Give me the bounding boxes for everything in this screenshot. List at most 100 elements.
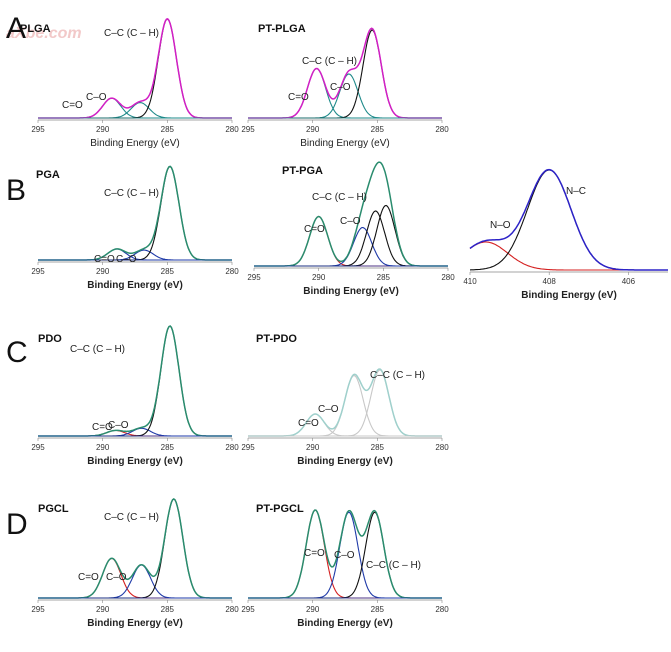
chart-7: 295 290 285 280 Binding Energy (eV) PT-PDO C–C…	[241, 333, 449, 467]
x-axis-label: Binding Energy (eV)	[303, 286, 399, 297]
peak-label: C–C (C – H)	[312, 192, 367, 203]
peak-label: C=O	[78, 572, 99, 583]
x-axis-label: Binding Energy (eV)	[87, 618, 183, 629]
x-tick-label: 290	[96, 443, 110, 452]
watermark: aXbe.com	[6, 25, 82, 42]
x-axis-label: Binding Energy (eV)	[87, 456, 183, 467]
x-tick-label: 295	[31, 125, 45, 134]
peak-label: N–C	[566, 186, 586, 197]
chart-title: PDO	[38, 333, 62, 345]
envelope-curve	[469, 168, 668, 271]
component-curve	[38, 557, 232, 599]
component-curve	[38, 165, 232, 261]
chart-4: 295 290 285 280 Binding Energy (eV) PT-PGA C–C…	[247, 161, 455, 297]
x-tick-label: 290	[306, 443, 320, 452]
envelope-curve	[38, 325, 232, 437]
chart-5: 410 408 406 Binding Energy (eV) N–C N–O	[463, 168, 668, 301]
panel-label-a: A	[6, 12, 26, 45]
peak-label: C=O	[62, 100, 83, 111]
peak-label: C–C (C – H)	[70, 344, 125, 355]
peak-label: C–O	[108, 420, 129, 431]
x-tick-label: 295	[247, 273, 261, 282]
x-tick-label: 295	[31, 267, 45, 276]
peak-label: C–O	[318, 404, 339, 415]
x-tick-label: 290	[96, 267, 110, 276]
component-curve	[248, 73, 442, 119]
x-tick-label: 280	[435, 605, 449, 614]
panel-label-c: C	[6, 336, 28, 369]
x-tick-label: 408	[543, 277, 557, 286]
x-tick-label: 280	[435, 443, 449, 452]
x-tick-label: 280	[441, 273, 455, 282]
chart-title: PGA	[36, 169, 60, 181]
chart-8: 295 290 285 280 Binding Energy (eV) PGCL C–C (…	[31, 497, 239, 629]
peak-label: C–C (C – H)	[370, 370, 425, 381]
panel-label-b: B	[6, 174, 26, 207]
x-tick-label: 295	[241, 605, 255, 614]
x-tick-label: 285	[161, 605, 175, 614]
x-tick-label: 285	[371, 125, 385, 134]
x-tick-label: 280	[225, 267, 239, 276]
x-tick-label: 285	[377, 273, 391, 282]
chart-title: PGCL	[38, 503, 69, 515]
peak-label: C–O	[106, 572, 127, 583]
x-tick-label: 406	[622, 277, 636, 286]
x-tick-label: 290	[96, 125, 110, 134]
x-tick-label: 285	[161, 443, 175, 452]
peak-label: C–C (C – H)	[366, 560, 421, 571]
peak-label: C–O	[116, 254, 137, 265]
chart-title: PLGA	[20, 23, 51, 35]
peak-label: C=O	[298, 418, 319, 429]
chart-6: 295 290 285 280 Binding Energy (eV) PDO C–C (C…	[31, 325, 239, 467]
peak-label: N–O	[490, 220, 511, 231]
envelope-curve	[38, 165, 232, 261]
x-tick-label: 280	[225, 125, 239, 134]
x-tick-label: 285	[161, 125, 175, 134]
x-tick-label: 280	[225, 443, 239, 452]
x-tick-label: 280	[225, 605, 239, 614]
x-tick-label: 410	[463, 277, 477, 286]
x-axis-label: Binding Energy (eV)	[297, 618, 393, 629]
peak-label: C–C (C – H)	[104, 28, 159, 39]
x-tick-label: 290	[312, 273, 326, 282]
chart-9: 295 290 285 280 Binding Energy (eV) PT-PGCL C–…	[241, 503, 449, 629]
peak-label: C–C (C – H)	[104, 512, 159, 523]
chart-2: 295 290 285 280 Binding Energy (eV) PT-PLGA C–…	[241, 23, 449, 149]
component-curve	[38, 325, 232, 437]
envelope-curve	[248, 27, 442, 119]
x-tick-label: 295	[241, 443, 255, 452]
peak-label: C–O	[334, 550, 355, 561]
x-tick-label: 285	[371, 443, 385, 452]
x-tick-label: 295	[31, 443, 45, 452]
chart-title: PT-PLGA	[258, 23, 306, 35]
component-curve	[248, 29, 442, 119]
x-tick-label: 290	[306, 125, 320, 134]
component-curve	[248, 413, 442, 437]
peak-label: C=O	[92, 422, 113, 433]
chart-3: 295 290 285 280 Binding Energy (eV) PGA C–C (C…	[31, 165, 239, 291]
x-axis-label: Binding Energy (eV)	[87, 280, 183, 291]
peak-label: C=O	[304, 548, 325, 559]
component-curve	[254, 204, 448, 267]
chart-title: PT-PDO	[256, 333, 297, 345]
x-tick-label: 295	[31, 605, 45, 614]
peak-label: C=O	[288, 92, 309, 103]
x-tick-label: 280	[435, 125, 449, 134]
peak-label: C–O	[86, 92, 107, 103]
peak-label: C=O	[304, 224, 325, 235]
x-tick-label: 295	[241, 125, 255, 134]
x-tick-label: 285	[161, 267, 175, 276]
chart-1: 295 290 285 280 Binding Energy (eV) PLGA C–C (…	[20, 18, 239, 149]
x-axis-label: Binding Energy (eV)	[300, 138, 390, 149]
peak-label: C–C (C – H)	[104, 188, 159, 199]
x-axis-label: Binding Energy (eV)	[90, 138, 180, 149]
x-tick-label: 290	[306, 605, 320, 614]
x-tick-label: 285	[371, 605, 385, 614]
component-curve	[248, 375, 442, 437]
peak-label: C–C (C – H)	[302, 56, 357, 67]
chart-title: PT-PGCL	[256, 503, 304, 515]
panel-label-d: D	[6, 508, 28, 541]
x-axis-label: Binding Energy (eV)	[297, 456, 393, 467]
chart-title: PT-PGA	[282, 165, 323, 177]
